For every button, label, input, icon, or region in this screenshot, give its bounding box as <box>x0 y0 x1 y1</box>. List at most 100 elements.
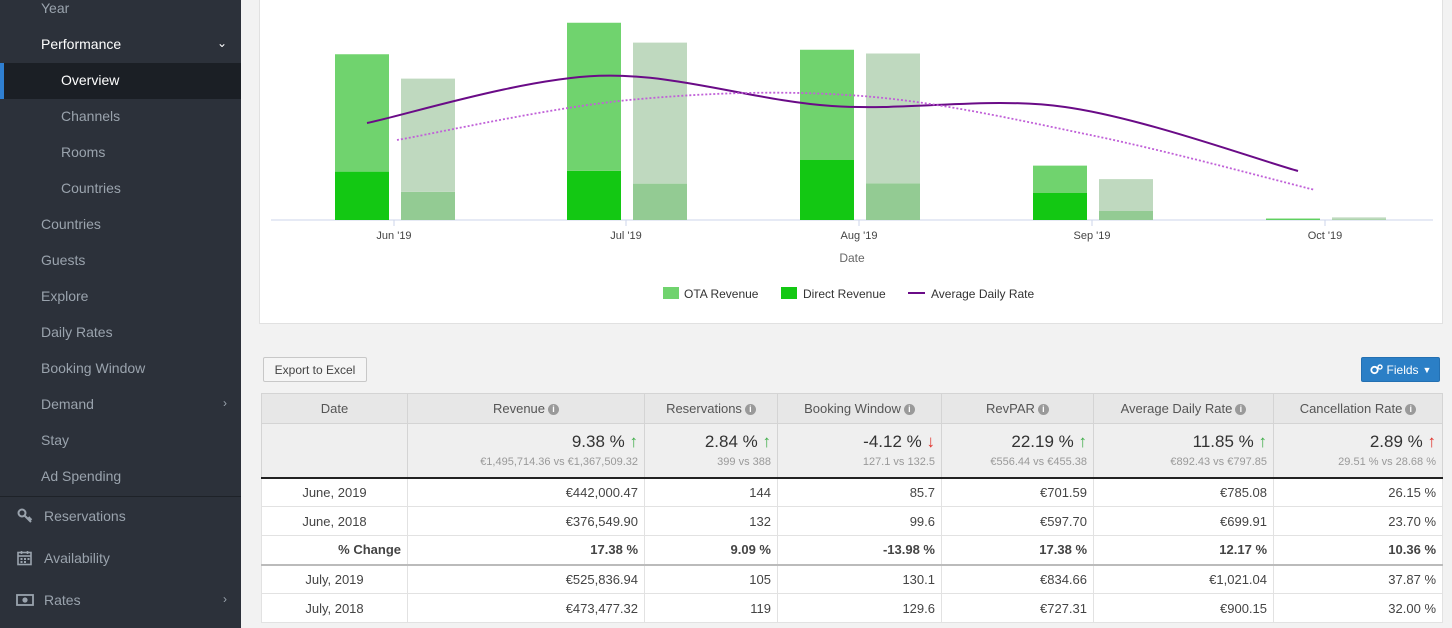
x-axis-title: Date <box>839 251 865 265</box>
table-cell: July, 2019 <box>261 563 408 594</box>
summary-cell: -4.12 % ↓ 127.1 vs 132.5 <box>777 423 942 479</box>
col-header-revpar[interactable]: RevPAR i <box>941 393 1094 424</box>
col-header-revenue[interactable]: Revenue i <box>407 393 645 424</box>
performance-table: Date Revenue i Reservations i Booking Wind… <box>261 393 1443 623</box>
summary-cell: 9.38 % ↑ €1,495,714.36 vs €1,367,509.32 <box>407 423 645 479</box>
summary-cell: 2.84 % ↑ 399 vs 388 <box>644 423 778 479</box>
sidebar-item-reservations[interactable]: Reservations <box>0 495 241 537</box>
col-header-label: Average Daily Rate <box>1120 401 1233 416</box>
sidebar-item-countries[interactable]: Countries <box>0 207 241 243</box>
chevron-right-icon: › <box>223 592 227 606</box>
bar-direct-revenue-2018[interactable] <box>401 191 455 220</box>
sidebar-item-rooms[interactable]: Rooms <box>0 135 241 171</box>
sidebar-item-explore[interactable]: Explore <box>0 279 241 315</box>
summary-value: 9.38 % <box>571 432 625 451</box>
summary-comparison: 29.51 % vs 28.68 % <box>1338 456 1436 468</box>
sidebar-item-ad-spending[interactable]: Ad Spending <box>0 459 241 495</box>
sidebar-item-label: Reservations <box>44 508 126 524</box>
bar-direct-revenue-2019[interactable] <box>335 171 389 220</box>
bar-ota-revenue-2018[interactable] <box>1332 217 1386 220</box>
sidebar-divider <box>0 496 241 497</box>
sidebar-item-guests[interactable]: Guests <box>0 243 241 279</box>
adr-line-2019[interactable] <box>366 74 1299 172</box>
legend-label-direct[interactable]: Direct Revenue <box>803 287 886 301</box>
table-row: June, 2018 €376,549.90 132 99.6 €597.70 €699.… <box>261 506 1443 536</box>
table-header-row: Date Revenue i Reservations i Booking Wind… <box>261 393 1443 424</box>
bar-ota-revenue-2019[interactable] <box>335 54 389 172</box>
legend-label-adr[interactable]: Average Daily Rate <box>931 287 1034 301</box>
sidebar-item-stay[interactable]: Stay <box>0 423 241 459</box>
x-tick-label: Oct '19 <box>1308 230 1343 242</box>
info-icon[interactable]: i <box>1037 404 1049 416</box>
col-header-date[interactable]: Date <box>261 393 408 424</box>
col-header-reservations[interactable]: Reservations i <box>644 393 778 424</box>
sidebar-item-booking-window[interactable]: Booking Window <box>0 351 241 387</box>
sidebar-item-countries-sub[interactable]: Countries <box>0 171 241 207</box>
bar-direct-revenue-2018[interactable] <box>1332 219 1386 220</box>
col-header-cancellation-rate[interactable]: Cancellation Rate i <box>1273 393 1443 424</box>
bar-ota-revenue-2018[interactable] <box>633 42 687 184</box>
x-tick-label: Jul '19 <box>610 230 641 242</box>
info-icon[interactable]: i <box>1235 404 1247 416</box>
col-header-adr[interactable]: Average Daily Rate i <box>1093 393 1274 424</box>
table-cell: €727.31 <box>941 593 1094 623</box>
bar-direct-revenue-2019[interactable] <box>1033 193 1087 220</box>
table-row: July, 2019 €525,836.94 105 130.1 €834.66 €1,0… <box>261 563 1443 594</box>
sidebar-item-label: Ad Spending <box>41 468 122 484</box>
arrow-up-icon: ↑ <box>757 432 771 451</box>
info-icon[interactable]: i <box>1405 404 1417 416</box>
bar-ota-revenue-2018[interactable] <box>401 78 455 192</box>
info-icon[interactable]: i <box>744 404 756 416</box>
sidebar-item-label: Countries <box>41 216 101 232</box>
sidebar-item-performance[interactable]: Performance ⌄ <box>0 27 241 63</box>
bar-ota-revenue-2019[interactable] <box>1266 218 1320 220</box>
col-header-label: Booking Window <box>804 401 901 416</box>
sidebar-item-overview[interactable]: Overview <box>0 63 241 99</box>
table-cell: 26.15 % <box>1273 477 1443 507</box>
table-cell: €785.08 <box>1093 477 1274 507</box>
arrow-up-icon: ↑ <box>1073 432 1087 451</box>
bar-ota-revenue-2019[interactable] <box>1033 165 1087 193</box>
x-tick-label: Aug '19 <box>841 230 878 242</box>
table-cell: €699.91 <box>1093 506 1274 536</box>
col-header-booking-window[interactable]: Booking Window i <box>777 393 942 424</box>
sidebar-item-label: Countries <box>61 180 121 196</box>
bar-ota-revenue-2018[interactable] <box>1099 179 1153 211</box>
table-cell: 12.17 % <box>1093 535 1274 565</box>
table-cell: July, 2018 <box>261 593 408 623</box>
export-to-excel-button[interactable]: Export to Excel <box>263 357 367 382</box>
chevron-right-icon: › <box>223 396 227 410</box>
bar-ota-revenue-2019[interactable] <box>567 22 621 171</box>
table-cell: 9.09 % <box>644 535 778 565</box>
summary-comparison: 399 vs 388 <box>717 456 771 468</box>
summary-cell: 22.19 % ↑ €556.44 vs €455.38 <box>941 423 1094 479</box>
sidebar-item-daily-rates[interactable]: Daily Rates <box>0 315 241 351</box>
bar-direct-revenue-2019[interactable] <box>800 160 854 220</box>
col-header-label: RevPAR <box>986 401 1035 416</box>
bar-direct-revenue-2019[interactable] <box>567 170 621 220</box>
info-icon[interactable]: i <box>903 404 915 416</box>
sidebar-item-label: Booking Window <box>41 360 146 376</box>
info-icon[interactable]: i <box>548 404 560 416</box>
sidebar-item-label: Guests <box>41 252 86 268</box>
sidebar-item-demand[interactable]: Demand › <box>0 387 241 423</box>
sidebar: Year Performance ⌄ Overview Channels Room… <box>0 0 241 628</box>
fields-button[interactable]: Fields ▼ <box>1361 357 1440 382</box>
bar-direct-revenue-2018[interactable] <box>633 183 687 220</box>
table-cell: €1,021.04 <box>1093 563 1274 594</box>
adr-line-2018[interactable] <box>396 91 1316 191</box>
bar-direct-revenue-2018[interactable] <box>866 183 920 220</box>
legend-label-ota[interactable]: OTA Revenue <box>684 287 759 301</box>
bar-direct-revenue-2018[interactable] <box>1099 211 1153 220</box>
table-cell: €442,000.47 <box>407 477 645 507</box>
sidebar-item-label: Availability <box>44 550 110 566</box>
table-cell: €525,836.94 <box>407 563 645 594</box>
sidebar-item-availability[interactable]: Availability <box>0 537 241 579</box>
bar-ota-revenue-2018[interactable] <box>866 53 920 184</box>
sidebar-item-rates[interactable]: Rates › <box>0 579 241 621</box>
table-cell: 144 <box>644 477 778 507</box>
table-row: June, 2019 €442,000.47 144 85.7 €701.59 €785.… <box>261 477 1443 507</box>
sidebar-item-year[interactable]: Year <box>0 0 241 27</box>
sidebar-item-channels[interactable]: Channels <box>0 99 241 135</box>
sidebar-item-label: Daily Rates <box>41 324 113 340</box>
